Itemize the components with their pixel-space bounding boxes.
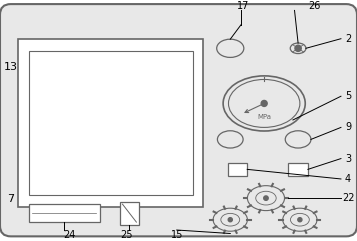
Text: 9: 9 xyxy=(345,122,351,132)
Circle shape xyxy=(295,45,301,51)
Text: 15: 15 xyxy=(171,230,183,240)
Bar xyxy=(120,202,139,225)
Bar xyxy=(228,163,247,176)
Bar xyxy=(288,163,308,176)
Text: 13: 13 xyxy=(4,62,18,73)
Circle shape xyxy=(298,218,302,222)
Text: 2: 2 xyxy=(345,34,351,44)
Bar xyxy=(18,39,203,207)
Text: 4: 4 xyxy=(345,174,351,184)
Text: 22: 22 xyxy=(342,193,355,203)
Text: 7: 7 xyxy=(7,194,14,204)
Bar xyxy=(29,204,100,222)
Text: 24: 24 xyxy=(64,230,76,240)
Text: 3: 3 xyxy=(345,154,351,164)
Text: 5: 5 xyxy=(345,91,351,101)
Text: 25: 25 xyxy=(120,230,133,240)
Circle shape xyxy=(228,218,232,222)
Circle shape xyxy=(264,196,268,200)
Text: MPa: MPa xyxy=(257,114,271,120)
Text: 17: 17 xyxy=(237,1,249,11)
FancyBboxPatch shape xyxy=(0,4,357,236)
Bar xyxy=(29,51,193,194)
Text: 26: 26 xyxy=(308,1,320,11)
Circle shape xyxy=(261,100,267,107)
